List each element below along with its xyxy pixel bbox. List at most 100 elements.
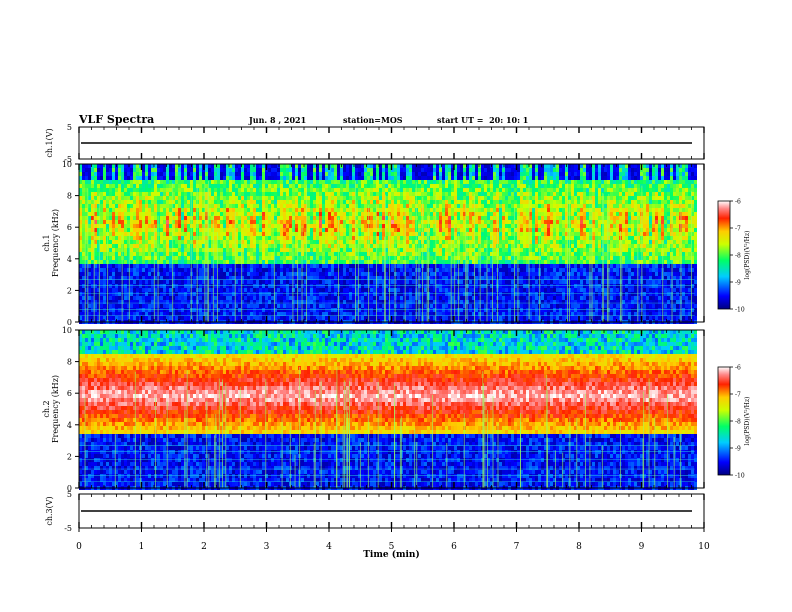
spectrogram-cell (280, 196, 283, 200)
spectrogram-cell (163, 196, 166, 200)
spectrogram-cell (349, 184, 352, 188)
spectrogram-cell (88, 264, 91, 268)
spectrogram-cell (325, 252, 328, 256)
spectrogram-cell (331, 208, 334, 212)
spectrogram-cell (316, 228, 319, 232)
spectrogram-cell (439, 252, 442, 256)
spectrogram-cell (220, 228, 223, 232)
spectrogram-cell (412, 244, 415, 248)
spectrogram-cell (265, 264, 268, 268)
spectrogram-cell (169, 216, 172, 220)
spectrogram-cell (358, 224, 361, 228)
spectrogram-cell (442, 264, 445, 268)
spectrogram-cell (337, 188, 340, 192)
spectrogram-cell (400, 272, 403, 276)
spectrogram-cell (247, 172, 250, 176)
spectrogram-cell (178, 196, 181, 200)
spectrogram-cell (181, 240, 184, 244)
spectrogram-cell (109, 244, 112, 248)
spectrogram-cell (301, 192, 304, 196)
spectrogram-cell (406, 288, 409, 292)
spectrogram-cell (175, 220, 178, 224)
spectrogram-cell (91, 212, 94, 216)
spectrogram-cell (223, 316, 226, 320)
spectrogram-cell (286, 308, 289, 312)
spectrogram-cell (259, 200, 262, 204)
spectrogram-cell (169, 204, 172, 208)
spectrogram-cell (109, 220, 112, 224)
spectrogram-cell (112, 244, 115, 248)
spectrogram-cell (373, 240, 376, 244)
spectrogram-cell (232, 212, 235, 216)
spectrogram-cell (448, 220, 451, 224)
spectrogram-cell (448, 176, 451, 180)
spectrogram-cell (391, 188, 394, 192)
spectrogram-cell (313, 244, 316, 248)
spectrogram-cell (403, 268, 406, 272)
spectrogram-cell (280, 208, 283, 212)
spectrogram-cell (325, 184, 328, 188)
spectrogram-cell (109, 280, 112, 284)
spectrogram-cell (298, 180, 301, 184)
spectrogram-cell (406, 236, 409, 240)
spectrogram-cell (436, 296, 439, 300)
spectrogram-cell (379, 252, 382, 256)
spectrogram-cell (223, 288, 226, 292)
spectrogram-cell (169, 292, 172, 296)
spectrogram-cell (112, 300, 115, 304)
spectrogram-cell (112, 212, 115, 216)
spectrogram-cell (88, 200, 91, 204)
spectrogram-cell (163, 252, 166, 256)
spectrogram-cell (100, 260, 103, 264)
spectrogram-cell (301, 208, 304, 212)
spectrogram-cell (148, 280, 151, 284)
spectrogram-cell (295, 224, 298, 228)
spectrogram-cell (268, 180, 271, 184)
spectrogram-cell (310, 236, 313, 240)
spectrogram-cell (379, 304, 382, 308)
spectrogram-cell (448, 172, 451, 176)
spectrogram-cell (391, 176, 394, 180)
spectrogram-cell (319, 272, 322, 276)
spectrogram-cell (364, 248, 367, 252)
spectrogram-cell (85, 176, 88, 180)
spectrogram-cell (145, 280, 148, 284)
spectrogram-cell (169, 224, 172, 228)
spectrogram-cell (361, 296, 364, 300)
spectrogram-cell (157, 208, 160, 212)
spectrogram-cell (142, 196, 145, 200)
spectrogram-cell (313, 164, 316, 168)
spectrogram-cell (103, 248, 106, 252)
spectrogram-cell (211, 200, 214, 204)
spectrogram-cell (280, 188, 283, 192)
spectrogram-cell (334, 304, 337, 308)
spectrogram-cell (154, 192, 157, 196)
spectrogram-cell (370, 184, 373, 188)
spectrogram-cell (430, 164, 433, 168)
spectrogram-cell (430, 212, 433, 216)
spectrogram-cell (322, 172, 325, 176)
spectrogram-cell (373, 180, 376, 184)
spectrogram-cell (394, 268, 397, 272)
spectrogram-cell (262, 264, 265, 268)
spectrogram-cell (94, 180, 97, 184)
spectrogram-cell (232, 260, 235, 264)
spectrogram-cell (157, 316, 160, 320)
spectrogram-cell (292, 180, 295, 184)
spectrogram-cell (142, 296, 145, 300)
spectrogram-cell (175, 180, 178, 184)
spectrogram-cell (283, 200, 286, 204)
spectrogram-cell (181, 220, 184, 224)
spectrogram-cell (268, 176, 271, 180)
spectrogram-cell (439, 240, 442, 244)
spectrogram-cell (391, 212, 394, 216)
spectrogram-cell (325, 232, 328, 236)
spectrogram-cell (199, 216, 202, 220)
spectrogram-cell (397, 184, 400, 188)
spectrogram-cell (445, 176, 448, 180)
spectrogram-cell (322, 264, 325, 268)
spectrogram-cell (313, 308, 316, 312)
spectrogram-cell (316, 220, 319, 224)
spectrogram-cell (115, 196, 118, 200)
spectrogram-cell (238, 192, 241, 196)
